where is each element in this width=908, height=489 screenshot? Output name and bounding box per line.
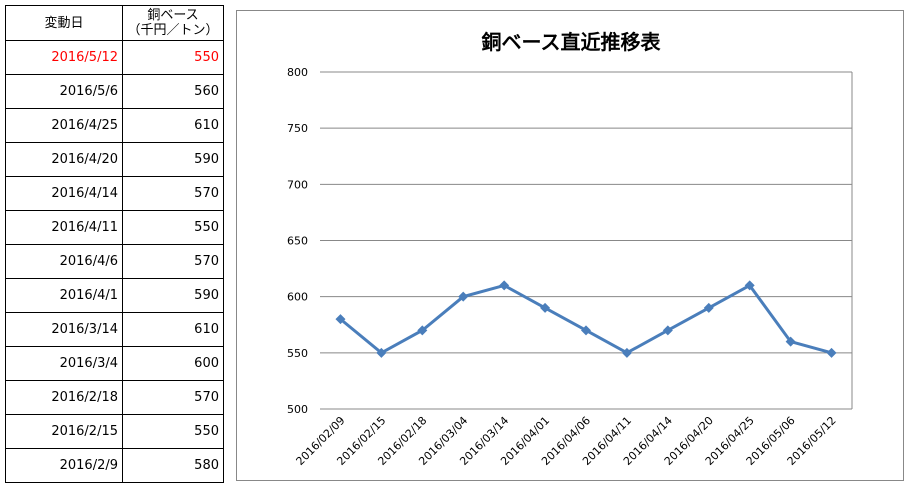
data-point — [744, 280, 755, 291]
y-tick-label: 650 — [287, 235, 308, 248]
header-date: 変動日 — [5, 5, 123, 41]
data-point — [335, 314, 346, 325]
price-cell: 590 — [122, 142, 224, 177]
price-cell: 550 — [122, 40, 224, 75]
date-cell: 2016/4/20 — [5, 142, 123, 177]
price-cell: 610 — [122, 108, 224, 143]
data-point — [581, 325, 591, 336]
price-cell: 550 — [122, 210, 224, 245]
series-line — [339, 283, 832, 355]
date-cell: 2016/5/6 — [5, 74, 123, 109]
price-cell: 590 — [122, 278, 224, 313]
data-point — [703, 302, 714, 313]
y-tick-label: 800 — [287, 66, 308, 79]
table-row: 2016/5/6 560 — [5, 74, 224, 109]
table-row: 2016/4/11 550 — [5, 210, 224, 245]
date-cell: 2016/4/1 — [5, 278, 123, 313]
table-row: 2016/5/12 550 — [5, 40, 224, 75]
date-cell: 2016/4/11 — [5, 210, 123, 245]
date-cell: 2016/3/4 — [5, 346, 123, 381]
price-table: 変動日 銅ベース （千円／トン） 2016/5/12 550 2016/5/6 560 2… — [5, 5, 224, 483]
data-point — [499, 280, 510, 291]
chart: 銅ベース直近推移表 500 550 600 650 700 750 800 2016/02/09… — [236, 10, 904, 481]
y-tick-label: 600 — [287, 291, 308, 304]
table-row: 2016/4/1 590 — [5, 278, 224, 313]
date-cell: 2016/2/15 — [5, 414, 123, 449]
date-cell: 2016/2/18 — [5, 380, 123, 415]
table-row: 2016/4/20 590 — [5, 142, 224, 177]
table-row: 2016/2/15 550 — [5, 414, 224, 449]
table-row: 2016/4/6 570 — [5, 244, 224, 279]
data-point — [621, 347, 632, 358]
price-cell: 600 — [122, 346, 224, 381]
date-cell: 2016/2/9 — [5, 448, 123, 483]
table-row: 2016/4/25 610 — [5, 108, 224, 143]
table-row: 2016/3/14 610 — [5, 312, 224, 347]
price-cell: 580 — [122, 448, 224, 483]
y-tick-label: 750 — [287, 122, 308, 135]
date-cell: 2016/3/14 — [5, 312, 123, 347]
chart-title: 銅ベース直近推移表 — [482, 30, 662, 54]
data-point — [826, 347, 837, 358]
date-cell: 2016/5/12 — [5, 40, 123, 75]
table-row: 2016/4/14 570 — [5, 176, 224, 211]
price-cell: 570 — [122, 244, 224, 279]
chart-svg: 銅ベース直近推移表5005506006507007508002016/02/09… — [287, 30, 853, 468]
date-cell: 2016/4/25 — [5, 108, 123, 143]
y-tick-label: 500 — [287, 403, 308, 416]
date-cell: 2016/4/14 — [5, 176, 123, 211]
price-cell: 610 — [122, 312, 224, 347]
date-cell: 2016/4/6 — [5, 244, 123, 279]
data-point — [662, 325, 673, 336]
y-tick-label: 700 — [287, 178, 308, 191]
header-price: 銅ベース （千円／トン） — [122, 5, 224, 41]
y-tick-label: 550 — [287, 347, 308, 360]
price-cell: 570 — [122, 176, 224, 211]
price-cell: 570 — [122, 380, 224, 415]
table-row: 2016/2/18 570 — [5, 380, 224, 415]
table-row: 2016/2/9 580 — [5, 448, 224, 483]
data-point — [417, 325, 428, 336]
table-row: 2016/3/4 600 — [5, 346, 224, 381]
data-point — [785, 336, 796, 347]
data-point — [540, 302, 551, 313]
data-point — [458, 291, 469, 302]
price-cell: 560 — [122, 74, 224, 109]
price-cell: 550 — [122, 414, 224, 449]
data-point — [376, 347, 387, 358]
